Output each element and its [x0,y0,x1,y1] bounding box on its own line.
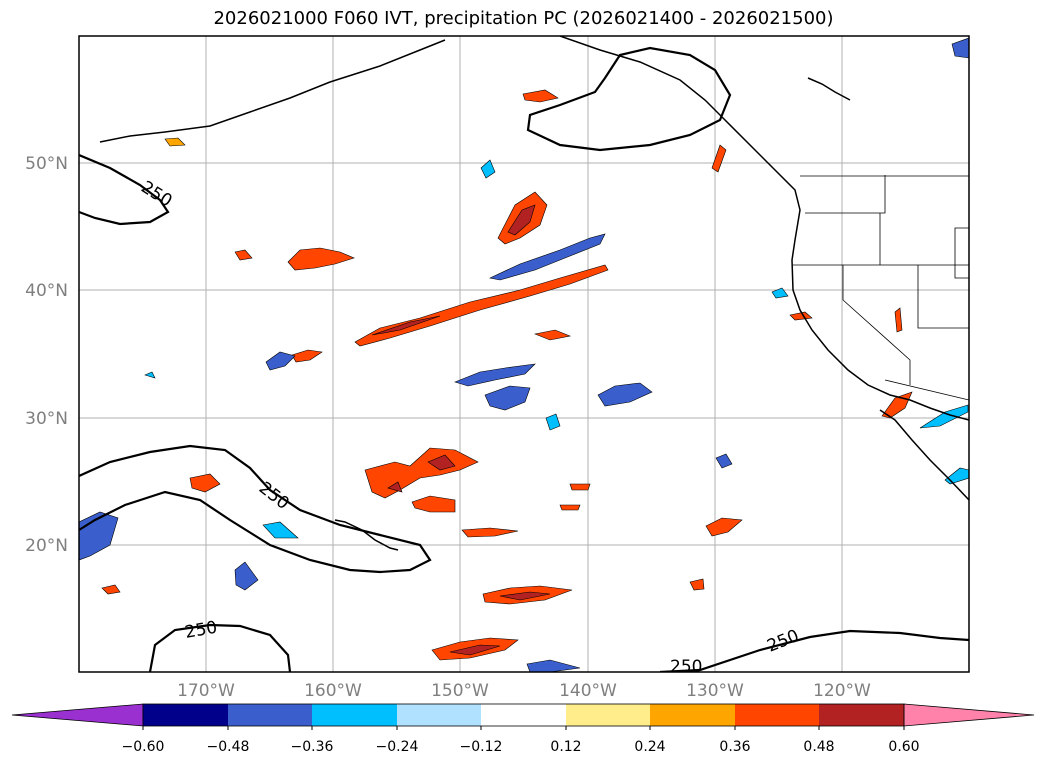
ivt-contours [79,46,969,672]
colorbar-tick: −0.48 [207,739,250,755]
colorbar-tick: 0.36 [719,739,750,755]
colorbar-segment [312,704,397,726]
colorbar-tick: 0.12 [550,739,581,755]
lon-label: 120°W [813,681,871,701]
colorbar-segment [566,704,650,726]
colorbar-segment [650,704,735,726]
colorbar-extend-min [11,703,144,727]
colorbar-segment [735,704,819,726]
map-area [79,36,969,672]
lon-label: 170°W [177,681,235,701]
colorbar-tick: −0.60 [122,739,165,755]
contour-label: 250 [670,657,702,677]
lat-label: 30°N [25,409,68,429]
colorbar-ticks: −0.60 −0.48 −0.36 −0.24 −0.12 0.12 0.24 … [122,739,920,755]
colorbar-extend-max [903,703,1035,727]
lat-label: 40°N [25,281,68,301]
colorbar [11,703,1035,730]
lon-axis: 170°W 160°W 150°W 140°W 130°W 120°W [177,681,871,701]
colorbar-segment [143,704,228,726]
colorbar-segment [397,704,481,726]
lat-label: 20°N [25,536,68,556]
precip-positive-shading [101,89,913,661]
lon-label: 160°W [304,681,362,701]
state-borders [793,175,969,401]
lon-label: 140°W [559,681,617,701]
precip-band-long [354,264,609,347]
lon-label: 130°W [686,681,744,701]
colorbar-segment [819,704,904,726]
colorbar-tick: −0.36 [291,739,334,755]
colorbar-outline [142,703,905,727]
colorbar-tick: 0.24 [634,739,665,755]
map-frame [78,35,970,673]
colorbar-segment [228,704,312,726]
coastlines [99,36,969,551]
colorbar-tick: 0.60 [888,739,919,755]
lat-axis: 50°N 40°N 30°N 20°N [25,154,68,556]
colorbar-segment [481,704,566,726]
colorbar-tick: 0.48 [803,739,834,755]
lon-label: 150°W [431,681,489,701]
map-title: 2026021000 F060 IVT, precipitation PC (2… [213,8,834,29]
colorbar-tick: −0.24 [376,739,419,755]
colorbar-tick: −0.12 [460,739,503,755]
lat-label: 50°N [25,154,68,174]
